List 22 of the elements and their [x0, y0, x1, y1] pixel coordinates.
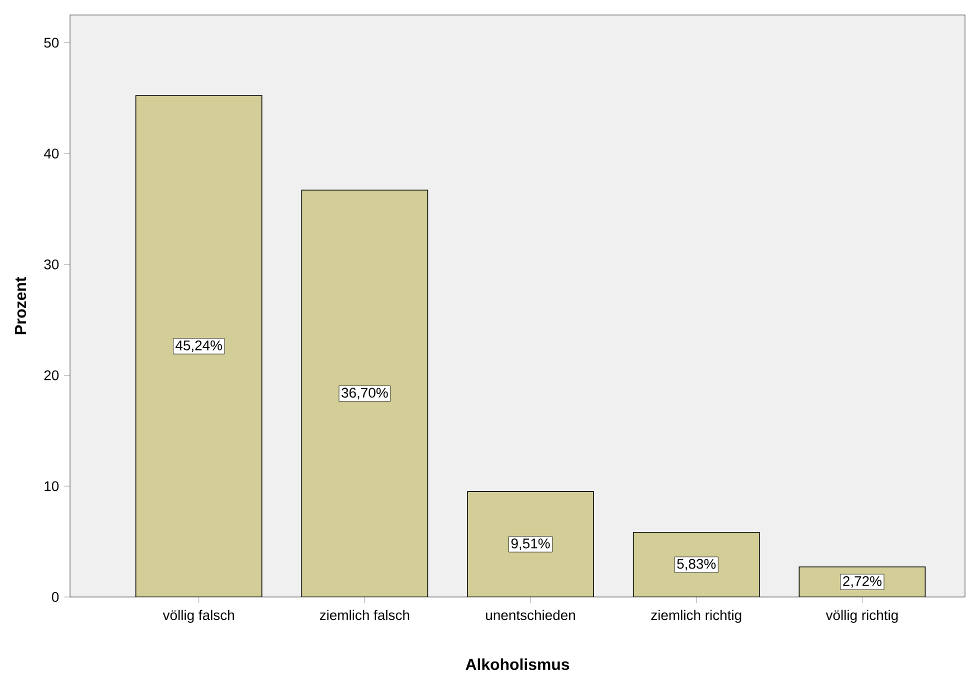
bar [632, 532, 760, 597]
data-label: 45,24% [176, 340, 222, 352]
x-tick-label: ziemlich richtig [651, 610, 742, 623]
bar [467, 491, 594, 597]
data-label: 36,70% [342, 388, 388, 400]
x-tick-label: ziemlich falsch [320, 610, 410, 620]
x-tick-label: völlig falsch [162, 610, 234, 623]
y-axis-title: Prozent [15, 276, 26, 334]
y-tick-label: 50 [44, 38, 59, 48]
x-axis-title: Alkoholismus [466, 658, 570, 670]
y-tick-label: 40 [44, 148, 59, 159]
bar [301, 190, 428, 597]
y-tick-label: 30 [44, 259, 59, 270]
data-label: 5,83% [677, 558, 716, 570]
bar [136, 95, 262, 597]
y-tick-label: 20 [44, 370, 59, 380]
data-label: 2,72% [843, 576, 882, 588]
x-tick-label: völlig richtig [826, 610, 898, 623]
data-label: 9,51% [511, 538, 550, 550]
y-tick-label: 0 [52, 592, 59, 602]
y-tick-label: 10 [44, 481, 59, 492]
x-tick-label: unentschieden [486, 610, 575, 620]
